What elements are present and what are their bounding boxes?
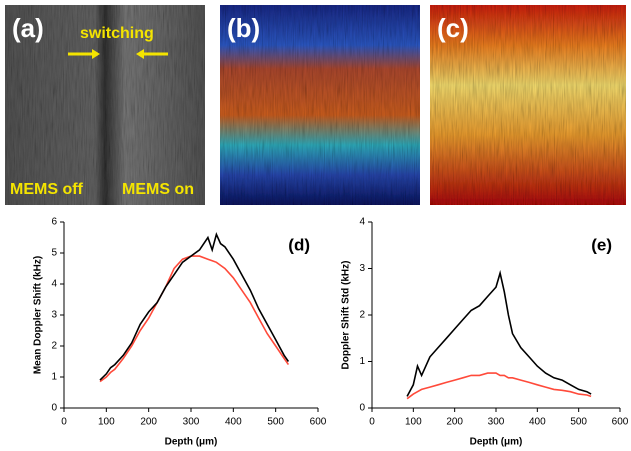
annotation: switching: [80, 25, 154, 42]
panel-label: (b): [227, 13, 260, 43]
image-a: (a) switching MEMS off MEMS on: [5, 5, 205, 205]
y-tick-label: 3: [51, 310, 57, 321]
y-tick-label: 1: [359, 356, 365, 367]
image-b: (b): [220, 5, 420, 205]
x-axis-title: Depth (μm): [165, 437, 218, 448]
y-axis-title: Doppler Shift Std (kHz): [341, 261, 352, 370]
image-c: (c): [430, 5, 626, 205]
y-tick-label: 1: [51, 372, 57, 383]
x-tick-label: 200: [446, 417, 463, 428]
x-tick-label: 600: [310, 417, 327, 428]
x-tick-label: 600: [612, 417, 629, 428]
y-tick-label: 5: [51, 248, 57, 259]
x-tick-label: 400: [225, 417, 242, 428]
y-tick-label: 3: [359, 263, 365, 274]
y-tick-label: 2: [51, 341, 57, 352]
y-axis-title: Mean Doppler Shift (kHz): [33, 256, 44, 374]
y-tick-label: 4: [359, 217, 365, 228]
x-tick-label: 0: [369, 417, 375, 428]
y-tick-label: 6: [51, 217, 57, 228]
line-series: [99, 255, 290, 383]
x-tick-label: 500: [267, 417, 284, 428]
y-tick-label: 2: [359, 310, 365, 321]
x-axis-title: Depth (μm): [470, 437, 523, 448]
x-tick-label: 300: [183, 417, 200, 428]
y-tick-label: 0: [359, 403, 365, 414]
line-series: [406, 269, 592, 397]
panel-label: (e): [591, 235, 612, 254]
line-series: [99, 232, 290, 381]
y-tick-label: 4: [51, 279, 57, 290]
panel-label: (c): [437, 13, 469, 43]
x-tick-label: 100: [405, 417, 422, 428]
x-tick-label: 100: [98, 417, 115, 428]
annotation: MEMS off: [10, 181, 84, 198]
annotation: MEMS on: [122, 181, 194, 198]
x-tick-label: 500: [570, 417, 587, 428]
line-series: [406, 372, 592, 400]
x-tick-label: 200: [140, 417, 157, 428]
x-tick-label: 0: [61, 417, 67, 428]
x-tick-label: 300: [488, 417, 505, 428]
panel-label: (d): [288, 235, 310, 254]
y-tick-label: 0: [51, 403, 57, 414]
x-tick-label: 400: [529, 417, 546, 428]
panel-label: (a): [12, 13, 44, 43]
